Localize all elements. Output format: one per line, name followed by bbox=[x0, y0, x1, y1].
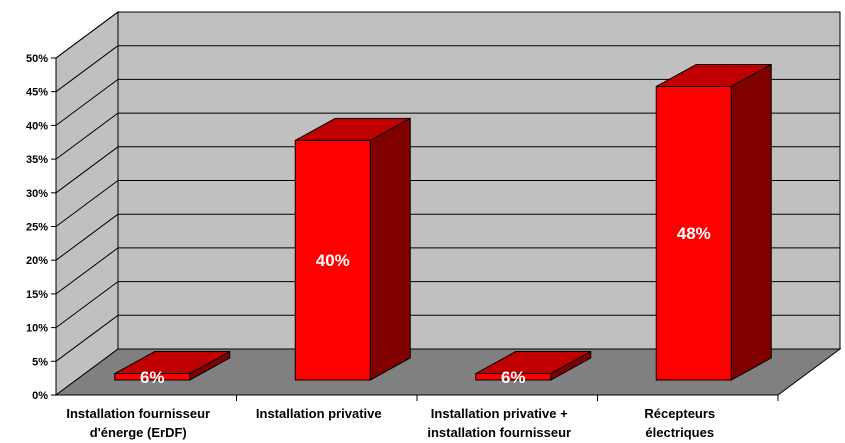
x-category-label: Installation privative + installation fou… bbox=[427, 406, 571, 440]
y-tick-label: 40% bbox=[26, 120, 48, 132]
bar-data-label: 6% bbox=[501, 368, 526, 387]
gridline-side bbox=[55, 146, 119, 194]
x-category-label-line: installation fournisseur bbox=[427, 425, 571, 440]
gridline-side bbox=[55, 247, 119, 295]
bar-front-face bbox=[475, 373, 552, 381]
x-category-label: Installation fournisseur d'énerge (ErDF) bbox=[66, 406, 210, 440]
bar-4: 48% bbox=[655, 63, 772, 381]
y-tick-label: 15% bbox=[26, 289, 48, 301]
y-tick-label: 35% bbox=[26, 154, 48, 166]
bars: 6% 40% 6% 48% bbox=[114, 63, 772, 387]
y-tick-label: 45% bbox=[26, 87, 48, 99]
gridline-side bbox=[55, 213, 119, 261]
x-category-label-line: électriques bbox=[645, 425, 714, 440]
category-labels: Installation fournisseur d'énerge (ErDF)I… bbox=[66, 406, 715, 440]
bar-data-label: 48% bbox=[677, 224, 711, 243]
x-category-label-line: Installation privative bbox=[256, 406, 382, 421]
x-category-label: Récepteurs électriques bbox=[644, 406, 715, 440]
gridline-side bbox=[55, 314, 119, 362]
y-tick-label: 50% bbox=[26, 53, 48, 65]
bar-data-label: 40% bbox=[316, 251, 350, 270]
x-category-label-line: Installation privative + bbox=[431, 406, 568, 421]
bar-data-label: 6% bbox=[140, 368, 165, 387]
y-tick-label: 30% bbox=[26, 188, 48, 200]
gridline-side bbox=[55, 45, 119, 93]
y-tick-label: 20% bbox=[26, 255, 48, 267]
bar-front-face bbox=[655, 85, 732, 381]
gridline-side bbox=[55, 180, 119, 227]
gridline-side bbox=[55, 281, 119, 329]
x-category-label-line: d'énerge (ErDF) bbox=[90, 425, 187, 440]
y-tick-label: 5% bbox=[32, 356, 48, 368]
y-tick-label: 25% bbox=[26, 222, 48, 234]
y-tick-label: 0% bbox=[32, 390, 48, 402]
x-category-label: Installation privative bbox=[256, 406, 382, 421]
bar-3: 6% bbox=[475, 350, 592, 387]
x-category-label-line: Récepteurs bbox=[644, 406, 715, 421]
gridline-side bbox=[55, 78, 119, 126]
x-category-label-line: Installation fournisseur bbox=[66, 406, 210, 421]
bar-side-face bbox=[730, 63, 772, 381]
bar-front-face bbox=[114, 373, 191, 381]
y-tick-labels: 0% 5% 10% 15% 20% 25% 30% 35% 40% 45% 50% bbox=[26, 53, 48, 402]
axes bbox=[51, 57, 779, 401]
gridline-side bbox=[55, 11, 119, 59]
bar-front-face bbox=[294, 139, 371, 381]
y-tick-label: 10% bbox=[26, 323, 48, 335]
gridline-side bbox=[55, 112, 119, 160]
bar-2: 40% bbox=[294, 117, 411, 381]
bar-side-face bbox=[369, 117, 411, 381]
bar-1: 6% bbox=[114, 350, 231, 387]
